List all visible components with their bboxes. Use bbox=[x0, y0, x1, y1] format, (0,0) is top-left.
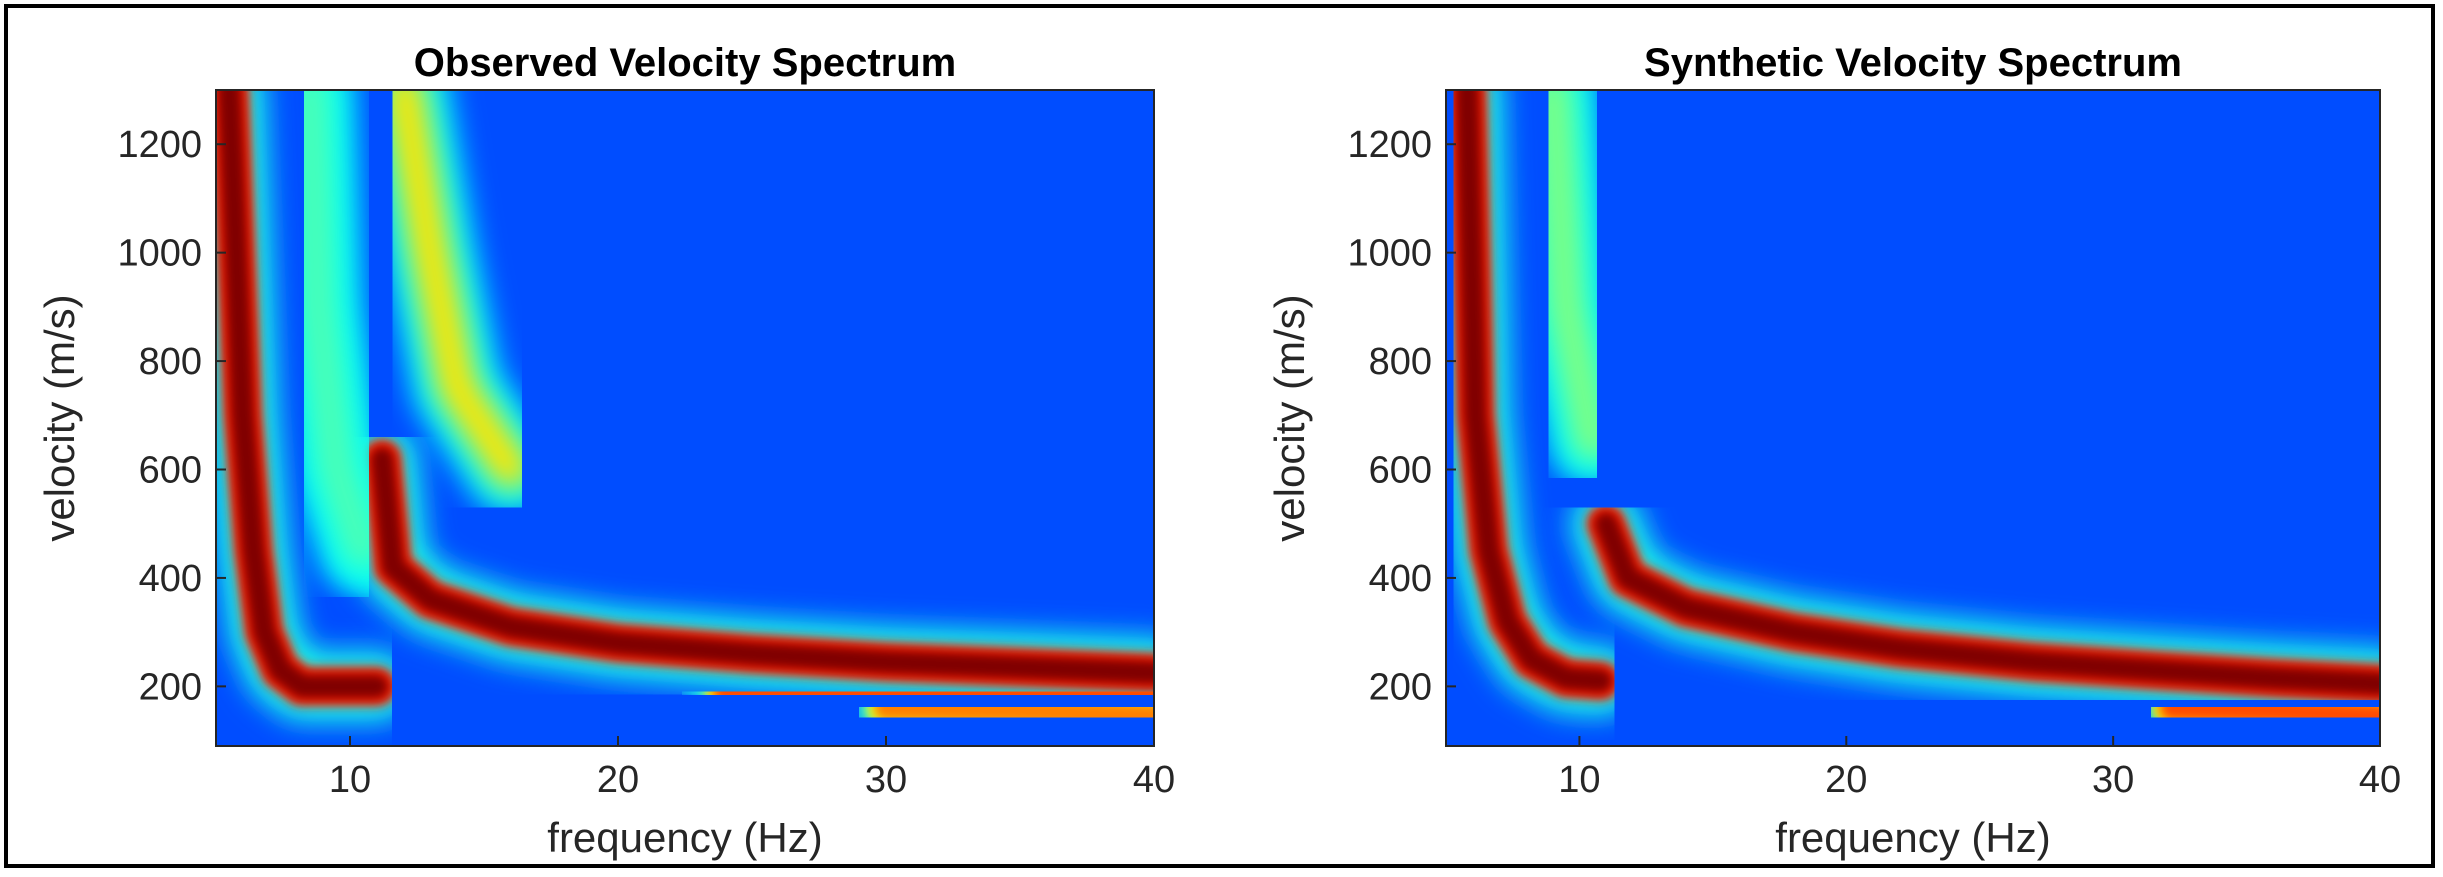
x-tick-label: 10 bbox=[329, 759, 371, 801]
y-axis-label: velocity (m/s) bbox=[1266, 294, 1313, 541]
heatmap-area bbox=[1446, 90, 2380, 746]
plot-border bbox=[215, 89, 1155, 747]
x-tick-label: 30 bbox=[2092, 759, 2134, 801]
plot-border bbox=[1445, 89, 2381, 747]
y-tick-label: 200 bbox=[1369, 666, 1432, 708]
panel-1: 10 20 30 40 200 400 600 800 1000 1200 Observed Vel… bbox=[36, 41, 1175, 861]
heatmap-area bbox=[216, 90, 1154, 746]
y-tick-label: 1000 bbox=[117, 233, 202, 275]
x-tick-label: 20 bbox=[1825, 759, 1867, 801]
figure-frame: 10 20 30 40 200 400 600 800 1000 1200 Observed Vel… bbox=[4, 4, 2435, 868]
y-tick-label: 400 bbox=[1369, 558, 1432, 600]
panel-2: 10 20 30 40 200 400 600 800 1000 1200 Synthetic Ve… bbox=[1266, 41, 2401, 861]
y-tick-label: 1200 bbox=[117, 124, 202, 166]
x-axis-label: frequency (Hz) bbox=[547, 814, 822, 861]
y-tick-label: 600 bbox=[139, 450, 202, 492]
dispersion-curve-1 bbox=[217, 90, 389, 699]
chart-title: Synthetic Velocity Spectrum bbox=[1644, 41, 2182, 85]
y-tick-label: 1000 bbox=[1347, 233, 1432, 275]
chart-title: Observed Velocity Spectrum bbox=[414, 41, 956, 85]
y-tick-label: 400 bbox=[139, 558, 202, 600]
x-tick-label: 40 bbox=[1133, 759, 1175, 801]
spectrum-band-4 bbox=[1532, 90, 1613, 463]
y-axis-label: velocity (m/s) bbox=[36, 294, 83, 541]
x-tick-label: 20 bbox=[597, 759, 639, 801]
y-tick-label: 800 bbox=[139, 341, 202, 383]
y-tick-label: 1200 bbox=[1347, 124, 1432, 166]
figure-canvas: 10 20 30 40 200 400 600 800 1000 1200 Observed Vel… bbox=[36, 41, 2401, 861]
spectrum-band-5 bbox=[383, 90, 531, 490]
y-tick-label: 200 bbox=[139, 666, 202, 708]
spectrum-band-6 bbox=[289, 90, 384, 571]
x-tick-label: 10 bbox=[1558, 759, 1600, 801]
y-tick-label: 600 bbox=[1369, 450, 1432, 492]
dispersion-curve-4 bbox=[874, 696, 1154, 729]
x-axis-label: frequency (Hz) bbox=[1775, 814, 2050, 861]
dispersion-curve-3 bbox=[2159, 696, 2380, 729]
x-tick-label: 30 bbox=[865, 759, 907, 801]
x-tick-label: 40 bbox=[2359, 759, 2401, 801]
y-tick-label: 800 bbox=[1369, 341, 1432, 383]
dispersion-curve-1 bbox=[1455, 90, 1613, 693]
